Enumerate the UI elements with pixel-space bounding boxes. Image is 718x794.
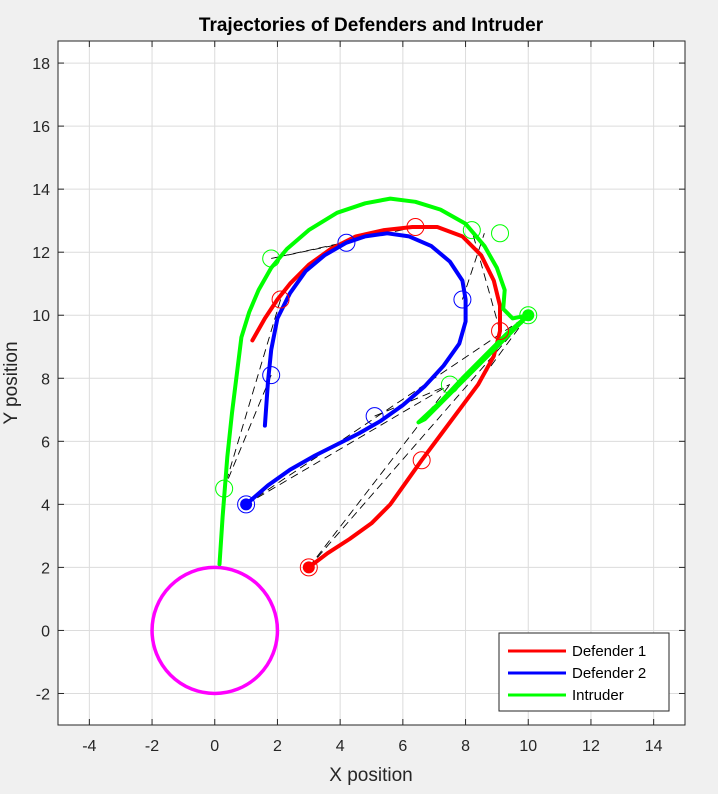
marker-defender-2 xyxy=(453,290,472,309)
connection-line xyxy=(374,384,451,417)
legend-label-defender-1: Defender 1 xyxy=(572,643,646,660)
plot-area xyxy=(58,41,685,725)
series-layer xyxy=(150,196,531,696)
start-point-defender-2 xyxy=(240,498,253,511)
marker-intruder xyxy=(215,479,234,498)
marker-intruder xyxy=(462,221,481,240)
y-tick-label: -2 xyxy=(36,686,50,703)
connection-line xyxy=(245,384,451,505)
y-tick-label: 12 xyxy=(32,245,50,262)
marker-intruder xyxy=(491,224,510,243)
start-point-intruder xyxy=(522,309,535,322)
marker-intruder xyxy=(440,375,459,394)
marker-defender-1 xyxy=(491,321,510,340)
marker-intruder xyxy=(519,306,538,325)
series-line-intruder xyxy=(217,196,531,567)
connection-line xyxy=(223,299,282,489)
x-tick-label: 0 xyxy=(210,738,219,755)
marker-defender-2 xyxy=(237,495,256,514)
markers-layer xyxy=(215,217,538,577)
x-tick-label: 4 xyxy=(336,738,345,755)
connection-line xyxy=(223,374,272,489)
x-tick-label: 8 xyxy=(461,738,470,755)
target-circle xyxy=(150,565,280,696)
y-tick-label: 6 xyxy=(41,434,50,451)
chart-title: Trajectories of Defenders and Intruder xyxy=(199,15,544,36)
x-tick-label: 2 xyxy=(273,738,282,755)
legend-label-defender-2: Defender 2 xyxy=(572,665,646,682)
x-tick-label: 12 xyxy=(582,738,600,755)
y-tick-label: 2 xyxy=(41,560,50,577)
x-axis-label: X position xyxy=(329,765,412,786)
marker-defender-2 xyxy=(337,233,356,252)
start-point-defender-1 xyxy=(302,561,315,574)
y-tick-label: 0 xyxy=(41,623,50,640)
series-line-defender-1 xyxy=(250,225,502,570)
series-line-defender-2 xyxy=(244,231,468,507)
y-tick-label: 4 xyxy=(41,497,50,514)
y-tick-label: 18 xyxy=(32,56,50,73)
y-tick-label: 16 xyxy=(32,119,50,136)
legend-label-intruder: Intruder xyxy=(572,687,624,704)
connection-line xyxy=(471,230,501,332)
marker-defender-1 xyxy=(271,290,290,309)
connection-line xyxy=(245,314,529,505)
x-tick-label: 6 xyxy=(398,738,407,755)
y-tick-label: 14 xyxy=(32,182,50,199)
axes-box xyxy=(57,40,686,726)
legend: Defender 1 Defender 2 Intruder xyxy=(498,632,670,712)
marker-defender-1 xyxy=(406,217,425,236)
x-tick-label: -4 xyxy=(82,738,96,755)
marker-defender-2 xyxy=(262,366,281,385)
marker-intruder xyxy=(262,249,281,268)
ticks: -4 -2 0 2 4 6 8 10 12 14 -2 0 2 4 6 8 10 12 14 16 18 xyxy=(32,41,685,755)
x-tick-label: 10 xyxy=(519,738,537,755)
y-axis-label: Y position xyxy=(1,341,22,424)
y-tick-label: 10 xyxy=(32,308,50,325)
x-tick-label: -2 xyxy=(145,738,159,755)
marker-defender-1 xyxy=(299,558,318,577)
marker-defender-1 xyxy=(412,451,431,470)
y-tick-label: 8 xyxy=(41,371,50,388)
x-tick-label: 14 xyxy=(645,738,663,755)
marker-defender-2 xyxy=(365,407,384,426)
